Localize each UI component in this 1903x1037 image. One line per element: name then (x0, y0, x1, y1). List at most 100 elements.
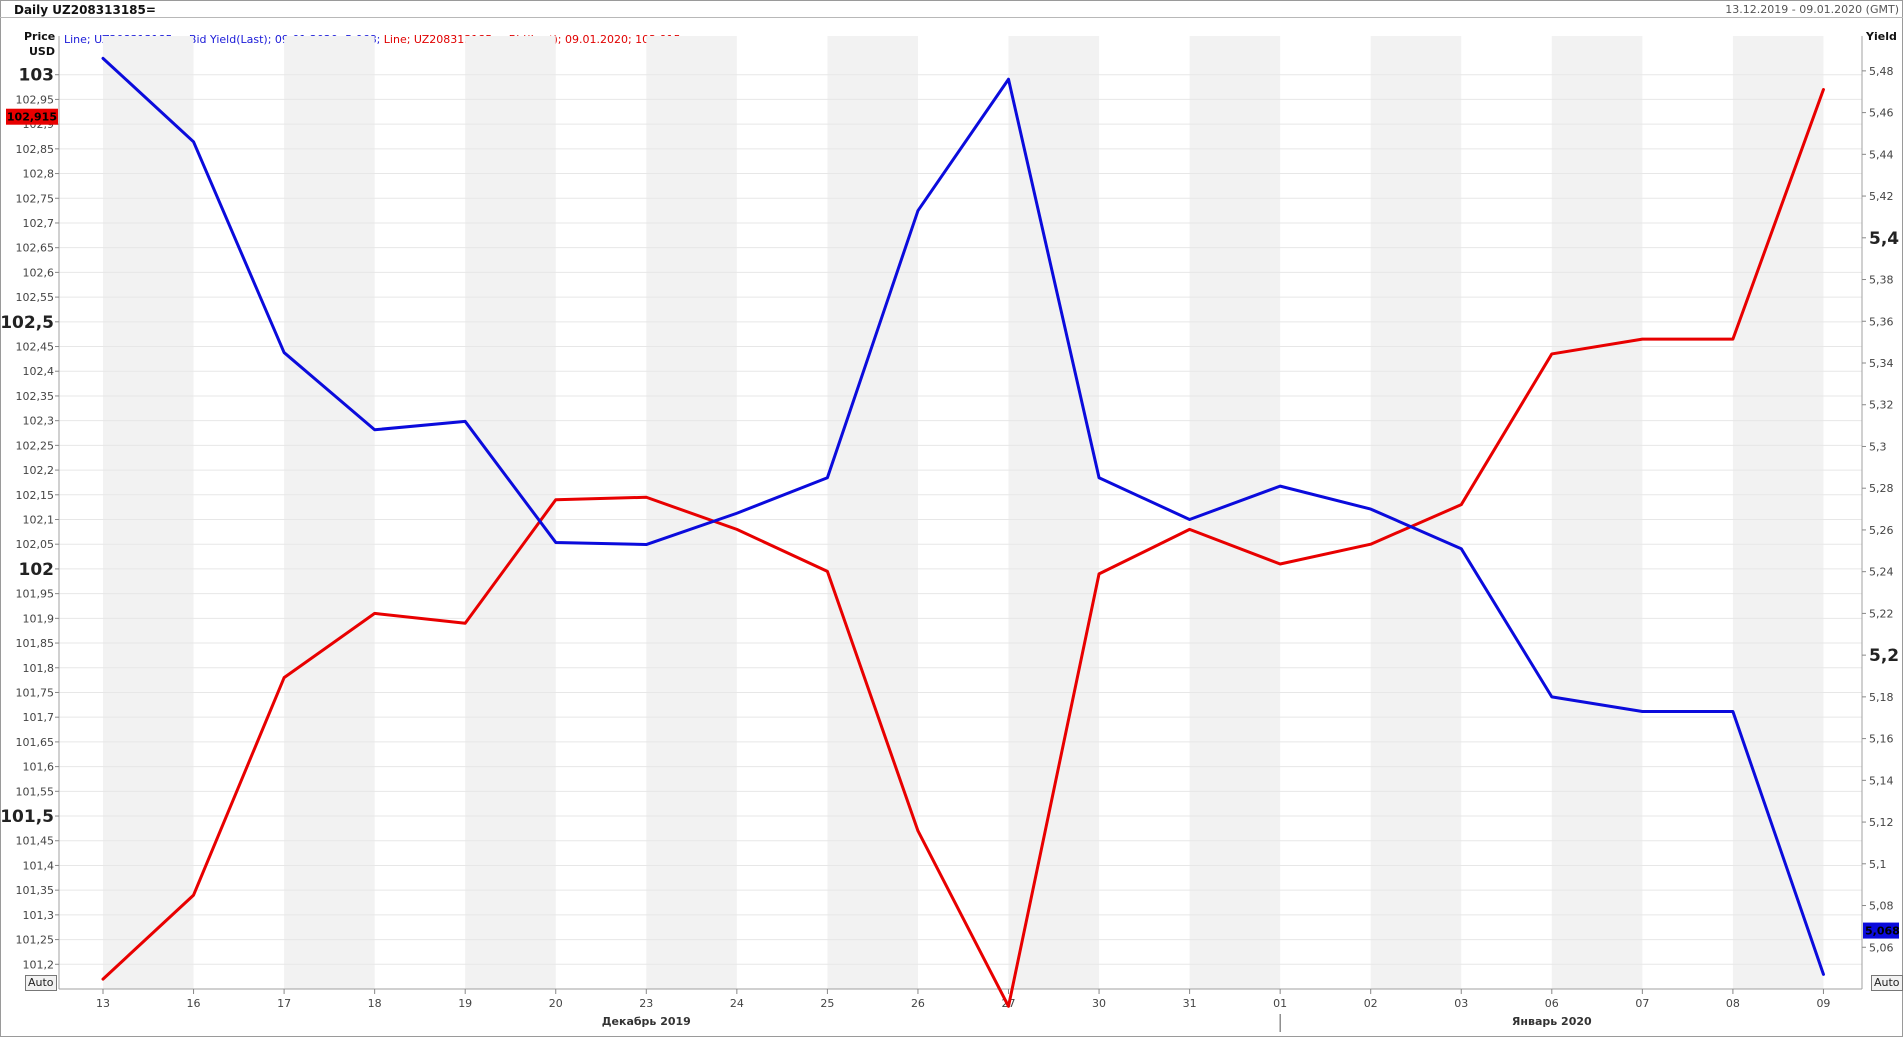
x-tick-label: 01 (1273, 997, 1287, 1010)
gridlines (59, 74, 1862, 965)
right-tick-label: 5,28 (1869, 482, 1894, 495)
yield-last-value-label: 5,068 (1865, 925, 1900, 938)
x-tick-label: 13 (96, 997, 110, 1010)
left-tick-label: 101,55 (16, 785, 55, 798)
yield-last-value-marker (1863, 922, 1899, 939)
date-band (1370, 36, 1462, 989)
left-tick-label: 102,45 (16, 341, 55, 354)
right-tick-label: 5,2 (1869, 646, 1899, 666)
left-tick-label: 101,8 (23, 662, 55, 675)
left-tick-label: 102,3 (23, 415, 55, 428)
left-tick-label: 103 (19, 66, 55, 86)
left-tick-label: 101,9 (23, 612, 55, 625)
left-tick-label: 102,4 (23, 365, 55, 378)
left-tick-label: 102,65 (16, 242, 55, 255)
left-axis-title-price: Price (24, 30, 56, 43)
right-tick-label: 5,48 (1869, 65, 1894, 78)
right-tick-label: 5,24 (1869, 566, 1894, 579)
right-tick-label: 5,12 (1869, 816, 1894, 829)
last-value-markers: 102,915 5,068 (6, 108, 1900, 939)
date-band (1008, 36, 1100, 989)
right-axis-title: Yield (1866, 30, 1897, 43)
axis-lines (58, 36, 1863, 990)
x-tick-label: 25 (820, 997, 834, 1010)
left-tick-label: 102,55 (16, 291, 55, 304)
date-band (103, 36, 194, 989)
right-tick-label: 5,32 (1869, 399, 1894, 412)
right-tick-label: 5,18 (1869, 691, 1894, 704)
right-tick-label: 5,34 (1869, 357, 1894, 370)
date-band (284, 36, 375, 989)
left-tick-label: 101,5 (0, 807, 54, 827)
left-tick-label: 102,8 (23, 168, 55, 181)
right-tick-label: 5,1 (1869, 858, 1887, 871)
left-tick-label: 101,65 (16, 736, 55, 749)
price-last-value-label: 102,915 (7, 111, 57, 124)
left-tick-label: 101,6 (23, 761, 55, 774)
right-tick-label: 5,36 (1869, 315, 1894, 328)
right-tick-label: 5,38 (1869, 274, 1894, 287)
right-tick-label: 5,42 (1869, 190, 1894, 203)
x-tick-label: 17 (277, 997, 291, 1010)
right-tick-label: 5,06 (1869, 941, 1894, 954)
left-tick-label: 102,2 (23, 464, 55, 477)
left-tick-label: 102,95 (16, 93, 55, 106)
left-tick-label: 101,85 (16, 637, 55, 650)
left-tick-label: 101,75 (16, 686, 55, 699)
price-series-line[interactable] (101, 88, 1825, 1008)
header-divider (0, 17, 1903, 18)
chart-title: Daily UZ208313185= (14, 3, 156, 17)
left-axis-title-unit: USD (29, 45, 55, 58)
right-axis-auto-button[interactable]: Auto (1871, 975, 1903, 991)
left-tick-label: 101,3 (23, 909, 55, 922)
x-axis-ticks: 13 16 17 18 19 20 23 24 25 26 27 30 31 01 02 03 06 07 08 09… (96, 989, 1830, 1032)
x-tick-label: 30 (1092, 997, 1106, 1010)
left-tick-label: 102,15 (16, 489, 55, 502)
left-axis-auto-button[interactable]: Auto (25, 975, 57, 991)
x-tick-label: 18 (368, 997, 382, 1010)
x-month-label: Январь 2020 (1512, 1015, 1592, 1028)
x-tick-label: 02 (1364, 997, 1378, 1010)
right-axis-ticks: 5,06 5,08 5,1 5,12 5,14 5,16 5,18 5,2 5,22 5,24 5,… (1862, 65, 1899, 954)
left-tick-label: 102,05 (16, 538, 55, 551)
x-tick-label: 31 (1183, 997, 1197, 1010)
x-tick-label: 16 (187, 997, 201, 1010)
right-tick-label: 5,26 (1869, 524, 1894, 537)
x-tick-label: 09 (1816, 997, 1830, 1010)
chart-header: Daily UZ208313185= 13.12.2019 - 09.01.20… (0, 0, 1903, 18)
right-tick-label: 5,44 (1869, 148, 1894, 161)
right-tick-label: 5,3 (1869, 440, 1887, 453)
x-tick-label: 03 (1454, 997, 1468, 1010)
left-tick-label: 101,7 (23, 711, 55, 724)
right-tick-label: 5,4 (1869, 229, 1899, 249)
left-tick-label: 102,25 (16, 439, 55, 452)
x-tick-label: 19 (458, 997, 472, 1010)
left-tick-label: 101,2 (23, 958, 55, 971)
left-tick-label: 102 (19, 560, 55, 580)
left-tick-label: 102,6 (23, 266, 55, 279)
left-tick-label: 102,75 (16, 192, 55, 205)
x-tick-label: 07 (1635, 997, 1649, 1010)
left-tick-label: 101,4 (23, 859, 55, 872)
yield-series-line[interactable] (101, 56, 1825, 976)
left-tick-label: 102,35 (16, 390, 55, 403)
left-tick-label: 102,85 (16, 143, 55, 156)
date-band (1189, 36, 1281, 989)
left-tick-label: 101,95 (16, 588, 55, 601)
date-band (1732, 36, 1824, 989)
x-tick-label: 24 (730, 997, 744, 1010)
right-tick-label: 5,16 (1869, 733, 1894, 746)
left-tick-label: 102,5 (0, 313, 54, 333)
x-tick-label: 06 (1545, 997, 1559, 1010)
date-bands (103, 36, 1824, 989)
left-tick-label: 101,25 (16, 934, 55, 947)
left-tick-label: 101,35 (16, 884, 55, 897)
right-tick-label: 5,46 (1869, 107, 1894, 120)
series-layer (101, 56, 1825, 1008)
x-tick-label: 08 (1726, 997, 1740, 1010)
date-band (827, 36, 918, 989)
left-tick-label: 102,7 (23, 217, 55, 230)
x-tick-label: 26 (911, 997, 925, 1010)
x-tick-label: 20 (549, 997, 563, 1010)
